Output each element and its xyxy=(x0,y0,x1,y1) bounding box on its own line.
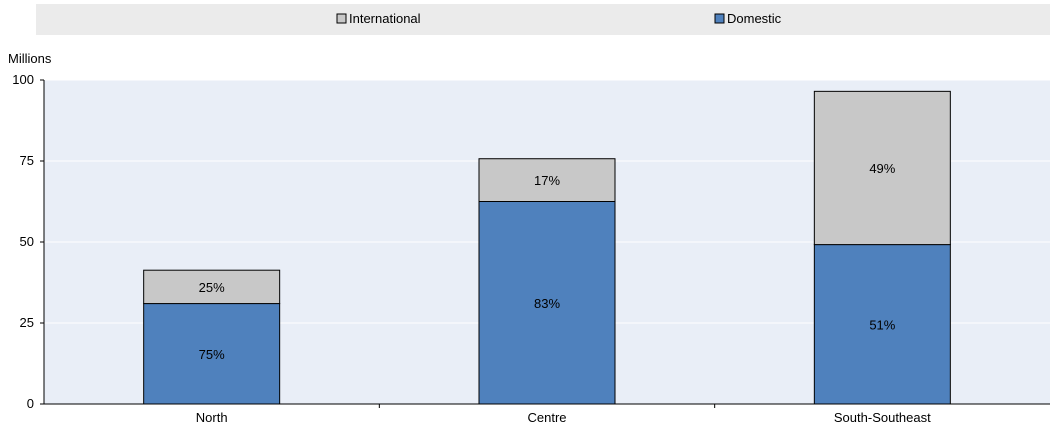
data-label: 51% xyxy=(869,317,895,332)
data-label: 49% xyxy=(869,161,895,176)
bars: 75% 25% 83% 17% 51% 49% xyxy=(143,90,951,405)
y-tick-label: 50 xyxy=(20,234,34,249)
y-tick-label: 0 xyxy=(27,396,34,411)
bar-domestic-centre xyxy=(478,201,616,405)
x-tick-label: North xyxy=(196,410,228,425)
axes: 0 25 50 75 100 North Centre South-Southeast xyxy=(12,72,1050,425)
y-tick-label: 75 xyxy=(20,153,34,168)
y-tick-label: 100 xyxy=(12,72,34,87)
legend-background xyxy=(36,4,1050,35)
y-tick-label: 25 xyxy=(20,315,34,330)
x-tick-label: Centre xyxy=(527,410,566,425)
x-tick-label: South-Southeast xyxy=(834,410,931,425)
legend-label-domestic: Domestic xyxy=(727,11,782,26)
data-label: 83% xyxy=(534,296,560,311)
bar-international-centre xyxy=(478,158,616,202)
data-label: 17% xyxy=(534,173,560,188)
legend-swatch-international xyxy=(336,13,347,24)
bar-international-south-southeast xyxy=(813,90,951,246)
legend-swatch-domestic xyxy=(714,13,725,24)
bar-international-north xyxy=(143,269,281,305)
legend-label-international: International xyxy=(349,11,421,26)
y-axis-title: Millions xyxy=(8,51,52,66)
legend: International Domestic xyxy=(336,11,782,26)
data-label: 25% xyxy=(199,280,225,295)
data-label: 75% xyxy=(199,347,225,362)
bar-domestic-south-southeast xyxy=(813,244,951,405)
